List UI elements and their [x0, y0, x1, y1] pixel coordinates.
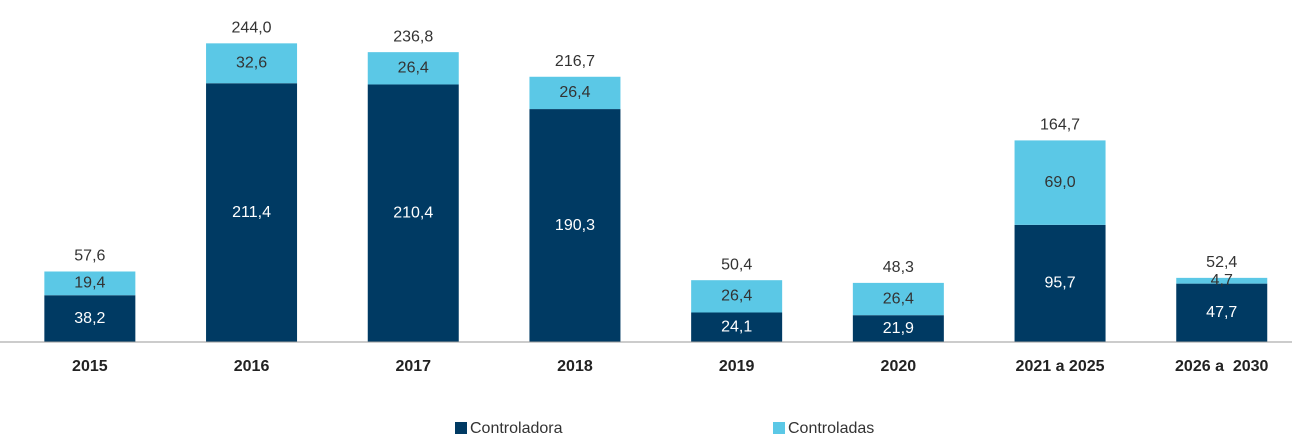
legend-swatch [455, 422, 467, 434]
bar-segment [852, 282, 944, 316]
bar-segment [1176, 283, 1268, 342]
value-label: 21,9 [883, 320, 914, 337]
value-label: 26,4 [398, 60, 429, 77]
bar-segment [206, 43, 298, 84]
x-tick-label: 2017 [395, 358, 431, 375]
value-label: 38,2 [74, 310, 105, 327]
total-label: 48,3 [883, 259, 914, 276]
bar-segment [1014, 224, 1106, 342]
value-label: 69,0 [1044, 174, 1075, 191]
total-label: 244,0 [232, 20, 272, 37]
bar-segment [1176, 277, 1268, 284]
total-label: 216,7 [555, 53, 595, 70]
x-tick-label: 2026 a 2030 [1175, 358, 1269, 375]
bar-segment [367, 84, 459, 342]
value-label: 190,3 [555, 217, 595, 234]
value-label: 32,6 [236, 55, 267, 72]
value-label: 47,7 [1206, 304, 1237, 321]
bar-segment [367, 52, 459, 85]
total-label: 50,4 [721, 257, 752, 274]
value-label: 210,4 [393, 204, 433, 221]
value-label: 26,4 [883, 290, 914, 307]
x-tick-label: 2018 [557, 358, 593, 375]
value-label: 26,4 [721, 288, 752, 305]
value-label: 24,1 [721, 318, 752, 335]
bar-segment [206, 83, 298, 342]
bar-segment [44, 295, 136, 342]
total-label: 52,4 [1206, 254, 1237, 271]
value-label: 211,4 [232, 204, 271, 221]
value-label: 19,4 [74, 275, 105, 292]
bar-segment [852, 315, 944, 342]
bar-segment [44, 271, 136, 296]
legend-label: Controladas [788, 420, 874, 437]
total-label: 164,7 [1040, 117, 1080, 134]
legend-swatch [773, 422, 785, 434]
x-tick-label: 2016 [234, 358, 270, 375]
value-label: 95,7 [1044, 275, 1075, 292]
bar-segment [691, 280, 783, 313]
bar-segment [691, 312, 783, 342]
value-label: 26,4 [559, 84, 590, 101]
x-tick-label: 2021 a 2025 [1016, 358, 1105, 375]
total-label: 236,8 [393, 28, 433, 45]
legend-label: Controladora [470, 420, 563, 437]
x-tick-label: 2020 [881, 358, 917, 375]
x-tick-label: 2015 [72, 358, 108, 375]
bar-segment [529, 76, 621, 110]
x-tick-label: 2019 [719, 358, 755, 375]
bar-segment [529, 109, 621, 342]
value-label: 4,7 [1211, 272, 1233, 289]
bar-segment [1014, 140, 1106, 225]
total-label: 57,6 [74, 248, 105, 265]
